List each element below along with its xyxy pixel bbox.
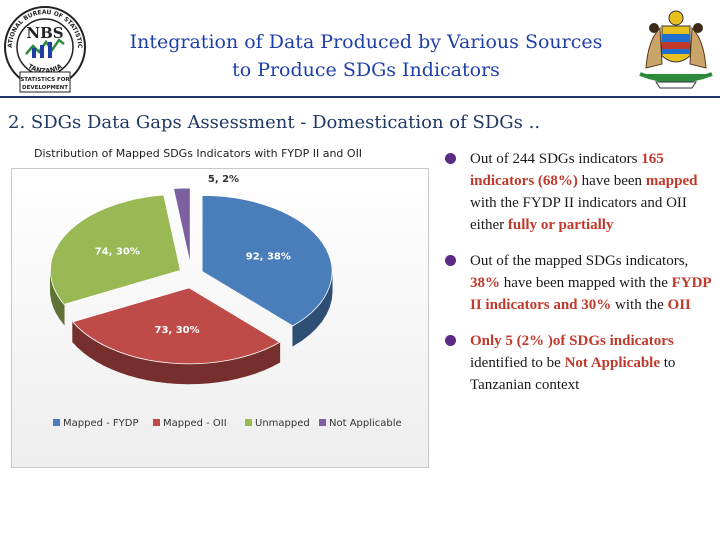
bullet-highlight-text: OII xyxy=(667,297,691,313)
pie-slice xyxy=(50,194,181,305)
pie-slice-side xyxy=(227,357,238,381)
pie-slice xyxy=(201,195,333,327)
bullet-dot-icon xyxy=(445,255,456,266)
bullet-dot-icon xyxy=(445,335,456,346)
bullet-highlight-text: fully or partially xyxy=(507,217,614,233)
pie-data-label: 74, 30% xyxy=(95,247,140,258)
pie-data-label: 92, 38% xyxy=(246,252,291,263)
bullet-text: with the FYDP II indicators and OII eith… xyxy=(470,195,687,233)
bullet-highlight-text: 38% xyxy=(470,275,500,291)
bullet-highlight-text: 165 indicators (68%) xyxy=(470,151,664,189)
pie-slice-side xyxy=(217,359,229,383)
coat-of-arms-icon xyxy=(639,10,713,89)
logo-banner-line2: DEVELOPMENT xyxy=(22,85,68,91)
bullet-text: have been xyxy=(577,173,646,189)
pie-slice-side xyxy=(166,362,178,384)
pie-slice-side xyxy=(147,359,158,383)
bullet-highlight-text: Not Applicable xyxy=(564,355,660,371)
bullet-highlight-text: Only 5 (2% )of SDGs indicators xyxy=(470,333,674,349)
bullet-item: Only 5 (2% )of SDGs indicators identifie… xyxy=(444,330,716,396)
page-title-line2: to Produce SDGs Indicators xyxy=(232,59,500,81)
logo-monogram: NBS xyxy=(26,24,63,42)
legend-swatch xyxy=(245,419,252,426)
legend-swatch xyxy=(53,419,60,426)
pie-data-label: 73, 30% xyxy=(155,325,200,336)
pie-chart: 92, 38% 73, 30% 74, 30% 5, 2% Mapped - FYDP… xyxy=(11,168,429,468)
legend-entry: Mapped - FYDP xyxy=(63,418,139,429)
pie-slice-side xyxy=(197,362,209,385)
header-bar xyxy=(0,0,720,96)
pie-slice-side xyxy=(137,357,149,381)
bullet-text: identified to be xyxy=(470,355,565,371)
header-divider xyxy=(0,96,720,98)
page-title-line1: Integration of Data Produced by Various … xyxy=(129,31,603,53)
bullet-text: to Tanzanian context xyxy=(470,355,676,393)
legend-swatch xyxy=(153,419,160,426)
pie-slice-side xyxy=(187,363,199,385)
bullet-dot-icon xyxy=(445,153,456,164)
pie-slice-side xyxy=(246,352,256,377)
bullet-text: have been mapped with the xyxy=(500,275,672,291)
chart-caption: Distribution of Mapped SDGs Indicators w… xyxy=(34,147,363,160)
bullet-text: Out of 244 SDGs indicators xyxy=(470,151,642,167)
legend-entry: Not Applicable xyxy=(329,418,402,429)
pie-slice xyxy=(173,187,191,265)
pie-slice-side xyxy=(177,363,189,385)
logo-banner-line1: STATISTICS FOR xyxy=(20,77,70,83)
bullet-highlight-text: mapped xyxy=(645,173,698,189)
legend-entry: Unmapped xyxy=(255,418,310,429)
pie-slice-side xyxy=(119,351,130,376)
pie-slice xyxy=(72,287,281,365)
bullet-text: Out of the mapped SDGs indicators, xyxy=(470,253,689,269)
bullet-item: Out of 244 SDGs indicators 165 indicator… xyxy=(444,148,716,236)
legend-entry: Mapped - OII xyxy=(163,418,227,429)
pie-slice-side xyxy=(207,361,219,384)
pie-slice-side xyxy=(156,361,168,384)
bullet-highlight-text: FYDP II indicators and 30% xyxy=(470,275,711,313)
pie-slice-side xyxy=(128,354,139,379)
page-title: Integration of Data Produced by Various … xyxy=(96,28,636,84)
bullet-list: Out of 244 SDGs indicators 165 indicator… xyxy=(444,148,716,410)
legend-swatch xyxy=(319,419,326,426)
pie-slice-side xyxy=(111,348,121,373)
section-title: 2. SDGs Data Gaps Assessment - Domestica… xyxy=(8,112,541,133)
pie-slice-side xyxy=(255,349,265,374)
bullet-text: with the xyxy=(611,297,668,313)
bullet-item: Out of the mapped SDGs indicators, 38% h… xyxy=(444,250,716,316)
pie-slice-side xyxy=(236,355,248,379)
pie-data-label: 5, 2% xyxy=(208,174,239,185)
nbs-logo: NATIONAL BUREAU OF STATISTICS TANZANIA N… xyxy=(2,4,86,93)
